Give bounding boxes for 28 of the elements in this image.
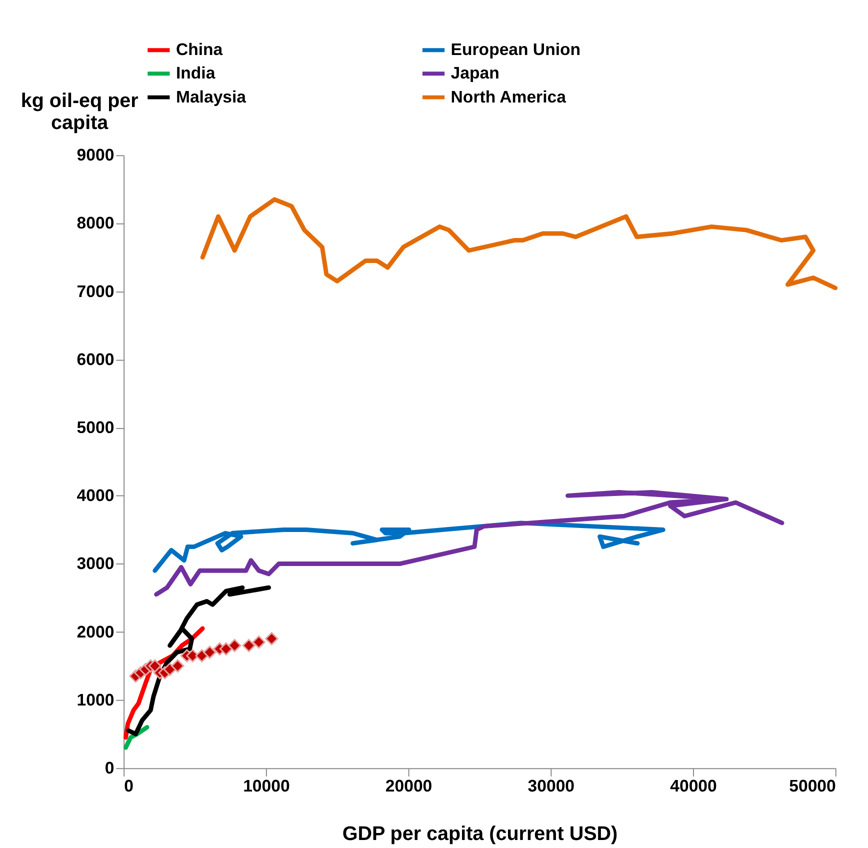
y-tick-label: 7000 — [76, 282, 114, 301]
legend-label: Malaysia — [176, 87, 247, 106]
y-tick-label: 8000 — [76, 214, 114, 233]
legend-label: Japan — [450, 64, 500, 83]
x-tick-label: 20000 — [385, 776, 432, 796]
x-tick-label: 40000 — [670, 776, 717, 796]
x-tick-label: 0 — [124, 776, 134, 796]
legend-label: European Union — [450, 40, 581, 60]
line-series — [200, 197, 838, 290]
y-tick-label: 6000 — [76, 350, 114, 369]
y-tick-label: 0 — [104, 758, 114, 778]
legend-label: China — [176, 40, 224, 60]
y-tick-label: 1000 — [76, 690, 114, 710]
y-tick-label: 3000 — [76, 554, 114, 574]
y-axis-title: kg oil-eq per capita — [20, 90, 139, 134]
x-tick-label: 10000 — [243, 776, 290, 796]
x-tick-label: 50000 — [789, 776, 836, 796]
line-series — [152, 520, 666, 573]
legend-label: North America — [450, 87, 567, 106]
y-tick-label: 4000 — [76, 486, 114, 506]
legend-label: India — [176, 64, 216, 83]
line-series — [154, 490, 784, 597]
x-axis-title: GDP per capita (current USD) — [342, 822, 618, 845]
line-series — [126, 585, 272, 736]
x-tick-label: 30000 — [528, 776, 575, 796]
y-tick-label: 2000 — [76, 622, 114, 642]
y-tick-label: 5000 — [76, 418, 114, 438]
y-tick-label: 9000 — [76, 146, 114, 165]
